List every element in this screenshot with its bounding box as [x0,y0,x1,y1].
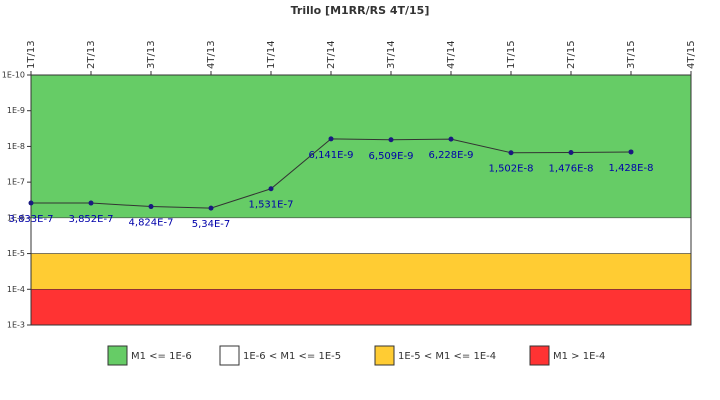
legend-label: 1E-6 < M1 <= 1E-5 [243,351,341,362]
point [208,205,214,211]
y-tick-label: 1E-8 [7,142,25,151]
y-tick-label: 1E-4 [7,285,25,294]
point [508,150,514,156]
x-tick-label: 3T/14 [386,40,397,69]
value-label: 3,833E-7 [9,214,54,225]
x-tick-label: 3T/15 [626,40,637,69]
x-tick-label: 4T/13 [206,40,217,69]
legend-swatch [374,345,395,366]
value-label: 6,141E-9 [309,150,354,161]
legend-swatch [219,345,240,366]
point [628,149,634,155]
point [148,204,154,210]
x-tick-label: 1T/13 [26,40,37,69]
point [88,200,94,206]
value-label: 1,531E-7 [249,200,294,211]
legend-swatch [529,345,550,366]
x-tick-label: 1T/14 [266,40,277,69]
value-label: 6,228E-9 [429,150,474,161]
legend-swatch [107,345,128,366]
value-label: 1,428E-8 [609,163,654,174]
value-label: 6,509E-9 [369,151,414,162]
point [28,200,34,206]
band [30,74,692,219]
value-label: 1,502E-8 [489,164,534,175]
point [568,149,574,155]
band [30,253,692,290]
x-tick-label: 4T/14 [446,40,457,69]
x-tick-label: 2T/15 [566,40,577,69]
x-tick-label: 3T/13 [146,40,157,69]
point [268,186,274,192]
x-tick-label: 2T/14 [326,40,337,69]
legend-label: M1 > 1E-4 [553,351,605,362]
chart-title: Trillo [M1RR/RS 4T/15] [291,4,430,17]
point [448,136,454,142]
x-tick-label: 1T/15 [506,40,517,69]
legend-label: M1 <= 1E-6 [131,351,192,362]
y-tick-label: 1E-7 [7,178,25,187]
legend-label: 1E-5 < M1 <= 1E-4 [398,351,496,362]
y-tick-label: 1E-9 [7,106,25,115]
x-tick-label: 4T/15 [686,40,697,69]
x-tick-label: 2T/13 [86,40,97,69]
value-label: 4,824E-7 [129,218,174,229]
point [388,137,394,143]
band [30,217,692,254]
point [328,136,334,142]
y-tick-label: 1E-10 [2,71,25,80]
y-tick-label: 1E-5 [7,249,25,258]
band [30,289,692,326]
plot-border [30,74,692,326]
value-label: 1,476E-8 [549,163,594,174]
value-label: 5,34E-7 [192,219,231,230]
value-label: 3,852E-7 [69,214,114,225]
y-tick-label: 1E-6 [7,213,25,222]
y-tick-label: 1E-3 [7,321,25,330]
